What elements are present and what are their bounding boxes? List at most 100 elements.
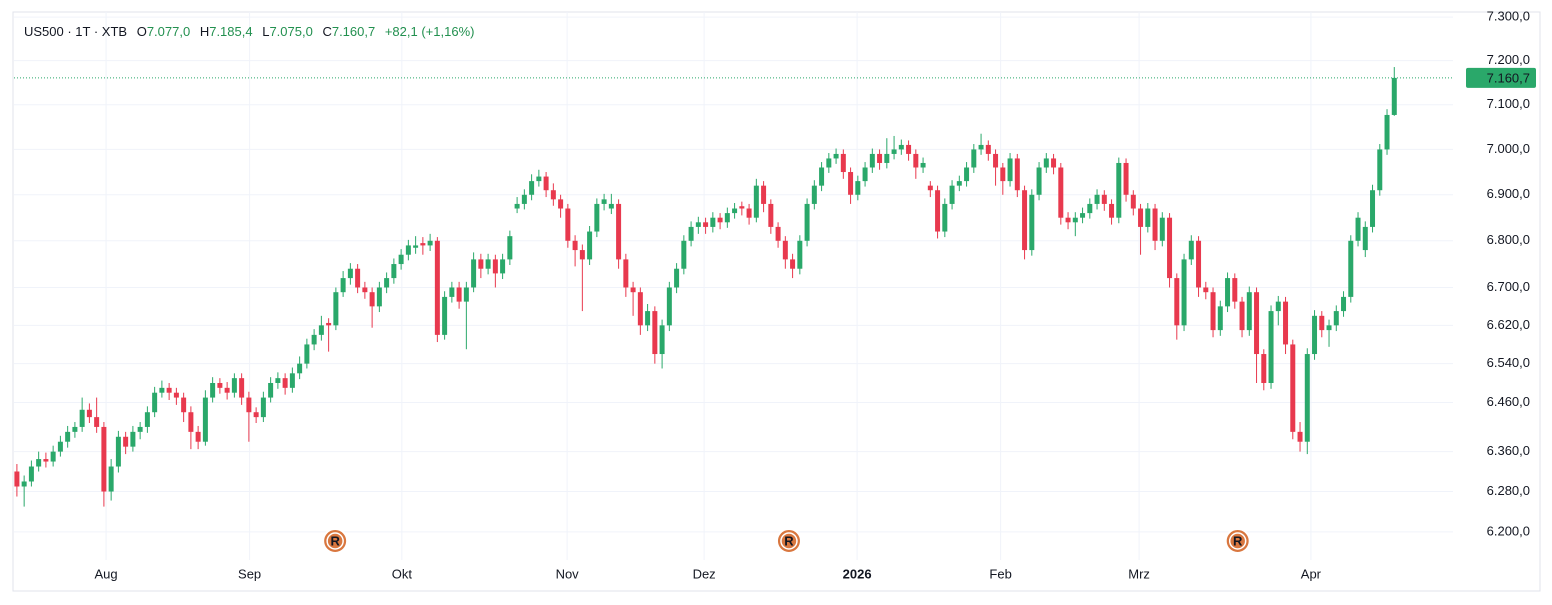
candle-body <box>514 203 520 209</box>
y-tick-label: 6.800,0 <box>1487 232 1530 247</box>
candle-body <box>231 378 237 393</box>
candle-body <box>173 392 179 398</box>
x-tick-label: Nov <box>556 566 580 581</box>
candle-body <box>623 259 629 288</box>
candle-body <box>746 208 752 218</box>
candle-body <box>558 199 564 209</box>
candle-body <box>1290 344 1296 432</box>
candle-body <box>1312 315 1318 355</box>
candle-body <box>1181 259 1187 326</box>
candle-body <box>289 373 295 388</box>
candle-body <box>681 240 687 269</box>
legend-open: 7.077,0 <box>147 24 190 39</box>
candle-body <box>674 268 680 288</box>
event-label: R <box>1233 533 1243 548</box>
candle-body <box>1304 354 1310 442</box>
y-tick-label: 6.360,0 <box>1487 443 1530 458</box>
candle-body <box>920 162 926 168</box>
candle-body <box>246 397 252 413</box>
candle-body <box>188 412 194 432</box>
candle-body <box>1123 162 1129 195</box>
candle-body <box>1159 217 1165 241</box>
candle-body <box>1152 208 1158 241</box>
candle-body <box>391 264 397 279</box>
candle-body <box>275 378 281 383</box>
candle-body <box>1065 217 1071 223</box>
event-label: R <box>330 533 340 548</box>
candle-body <box>1232 278 1238 302</box>
candle-body <box>485 259 491 269</box>
legend-change: +82,1 (+1,16%) <box>385 24 475 39</box>
candle-body <box>195 431 201 442</box>
legend-high-key: H <box>200 24 209 39</box>
candle-body <box>1377 149 1383 191</box>
candle-body <box>65 431 71 442</box>
candle-body <box>1326 325 1332 331</box>
candle-body <box>1109 203 1115 218</box>
candle-body <box>72 426 78 432</box>
candle-body <box>616 203 622 260</box>
candle-body <box>1007 158 1013 182</box>
candles <box>14 67 1397 507</box>
candle-body <box>1138 208 1144 227</box>
candle-body <box>1384 114 1390 150</box>
event-marker-ring <box>1228 532 1247 550</box>
candle-body <box>434 240 440 335</box>
candle-body <box>130 431 136 447</box>
candle-body <box>333 292 339 326</box>
candle-body <box>1341 296 1347 312</box>
x-tick-label: Feb <box>989 566 1011 581</box>
candle-body <box>492 259 498 274</box>
candle-body <box>753 185 759 218</box>
candle-body <box>579 250 585 260</box>
candle-body <box>318 325 324 335</box>
candle-body <box>761 185 767 204</box>
candle-body <box>797 240 803 269</box>
y-tick-label: 7.100,0 <box>1487 96 1530 111</box>
y-tick-label: 6.700,0 <box>1487 279 1530 294</box>
candle-body <box>1014 158 1020 191</box>
candle-body <box>695 222 701 227</box>
candle-body <box>101 426 107 492</box>
y-tick-label: 6.900,0 <box>1487 186 1530 201</box>
candle-body <box>1268 311 1274 383</box>
candle-body <box>739 206 745 209</box>
candle-body <box>1283 301 1289 345</box>
candle-body <box>521 194 527 204</box>
candle-body <box>347 268 353 279</box>
legend-low-key: L <box>262 24 269 39</box>
candle-body <box>253 412 259 418</box>
event-label: R <box>784 533 794 548</box>
x-tick-label: Apr <box>1301 566 1322 581</box>
candle-body <box>123 436 129 447</box>
candle-body <box>688 226 694 241</box>
candle-body <box>1116 162 1122 218</box>
x-tick-label: Okt <box>392 566 413 581</box>
legend-high: 7.185,4 <box>209 24 252 39</box>
candle-body <box>942 203 948 232</box>
candle-body <box>1036 167 1042 195</box>
candle-body <box>1319 315 1325 331</box>
x-tick-label: Mrz <box>1128 566 1150 581</box>
candle-body <box>36 459 42 467</box>
candle-body <box>1145 208 1151 227</box>
legend-close-key: C <box>322 24 331 39</box>
candle-body <box>427 240 433 246</box>
y-tick-label: 6.460,0 <box>1487 394 1530 409</box>
candle-body <box>768 203 774 227</box>
candle-body <box>891 149 897 154</box>
candle-body <box>21 481 27 487</box>
candle-body <box>43 459 49 462</box>
candle-body <box>848 172 854 195</box>
candle-body <box>637 292 643 326</box>
candle-body <box>985 144 991 154</box>
candle-body <box>1355 217 1361 241</box>
candle-body <box>152 392 158 413</box>
candle-body <box>239 378 245 398</box>
candle-body <box>297 363 303 374</box>
candle-body <box>906 144 912 154</box>
candle-body <box>550 190 556 200</box>
candle-body <box>202 397 208 442</box>
candle-body <box>645 311 651 326</box>
candle-body <box>500 259 506 274</box>
